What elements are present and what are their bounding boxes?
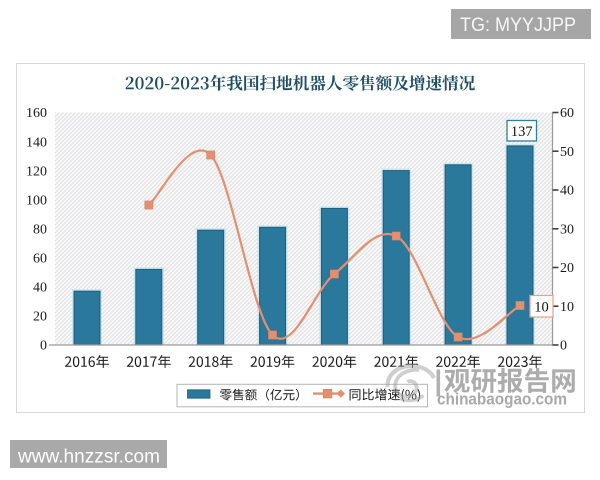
svg-text:www.hnzzsr.com: www.hnzzsr.com [17, 446, 160, 468]
svg-text:120: 120 [26, 164, 47, 179]
svg-text:40: 40 [33, 281, 47, 296]
svg-text:50: 50 [560, 145, 574, 160]
svg-text:30: 30 [560, 222, 574, 237]
svg-text:0: 0 [40, 339, 47, 354]
svg-text:60: 60 [560, 106, 574, 121]
svg-text:160: 160 [26, 106, 47, 121]
svg-text:40: 40 [560, 184, 574, 199]
svg-text:137: 137 [511, 124, 533, 140]
svg-text:100: 100 [26, 193, 47, 208]
svg-text:TG: MYYJJPP: TG: MYYJJPP [460, 14, 576, 36]
svg-text:chinabaogao.com: chinabaogao.com [437, 390, 567, 409]
svg-text:10: 10 [534, 300, 549, 316]
svg-text:0: 0 [560, 339, 567, 354]
svg-text:10: 10 [560, 300, 574, 315]
svg-text:60: 60 [33, 252, 47, 267]
svg-text:140: 140 [26, 135, 47, 150]
svg-text:20: 20 [560, 261, 574, 276]
svg-text:80: 80 [33, 222, 47, 237]
svg-text:20: 20 [33, 310, 47, 325]
